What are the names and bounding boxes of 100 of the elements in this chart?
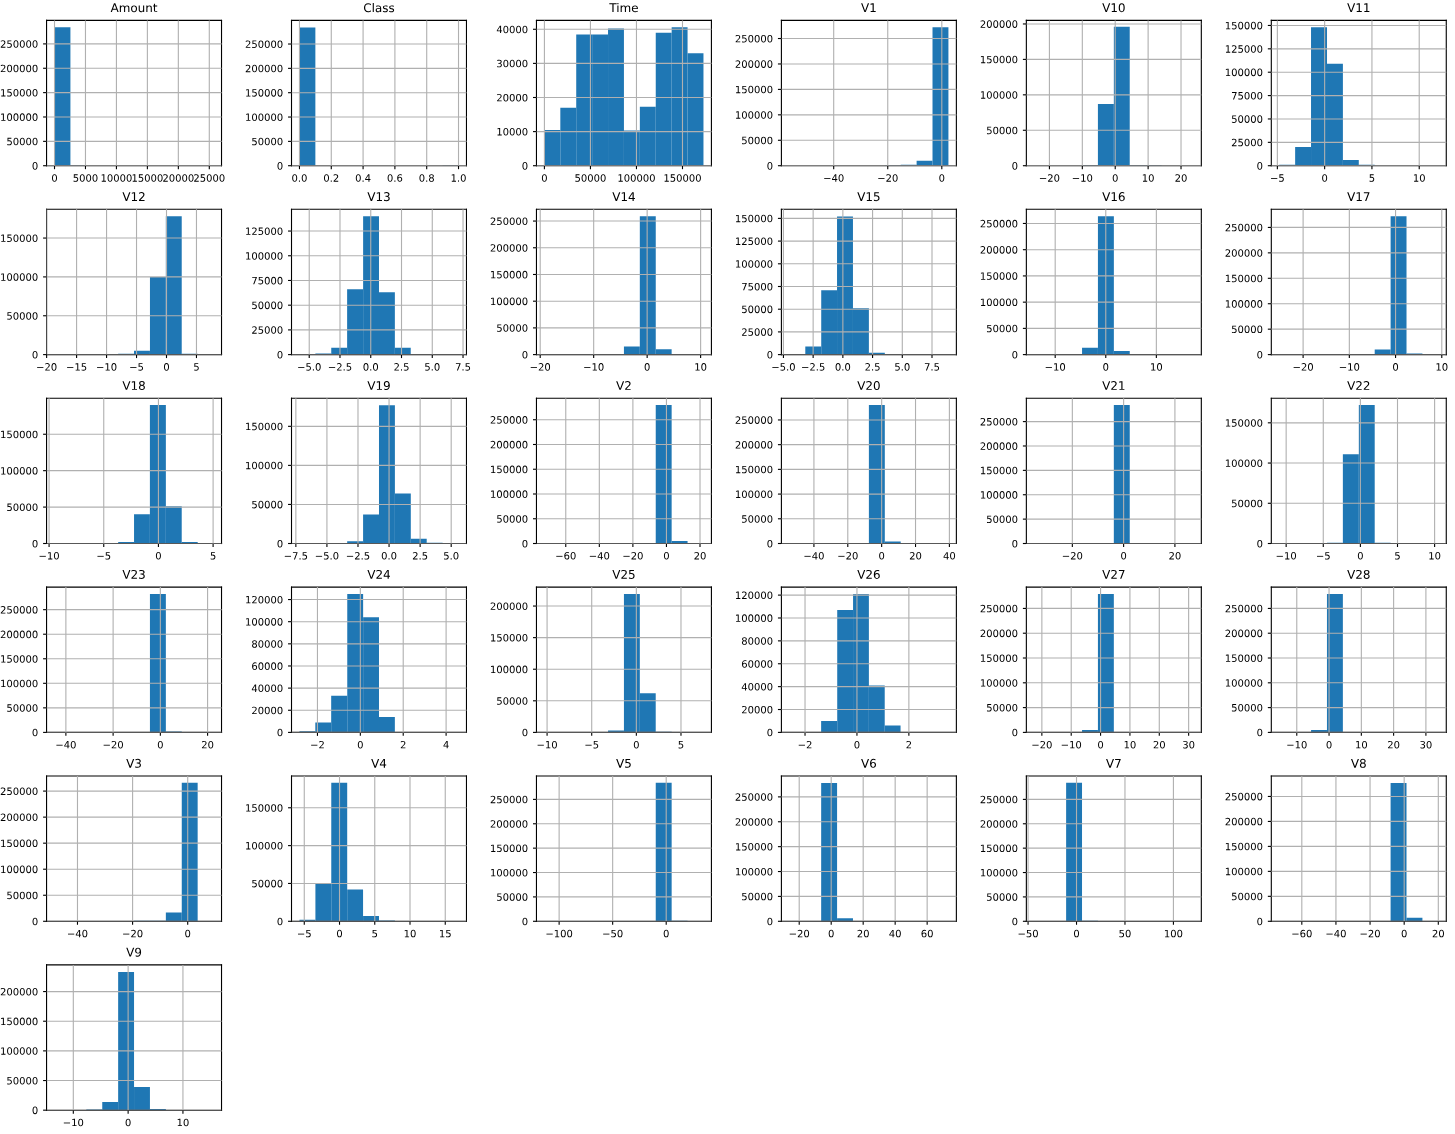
y-tick-label: 50000 xyxy=(497,697,528,705)
y-tick-label: 0 xyxy=(1012,728,1018,737)
x-tick-label: 0 xyxy=(663,552,669,560)
x-tick-label: 10000 xyxy=(101,174,132,182)
y-tick-label: 100000 xyxy=(491,297,528,306)
y-tick-label: 150000 xyxy=(1,1017,38,1026)
x-tick-label: −2 xyxy=(311,740,324,749)
x-tick-label: −20 xyxy=(623,552,643,560)
x-tick-label: 0 xyxy=(633,740,639,749)
y-tick-label: 40000 xyxy=(741,683,773,691)
y-tick-label: 50000 xyxy=(986,126,1018,135)
x-tick-label: −40 xyxy=(824,174,844,182)
x-tick-label: −2.5 xyxy=(346,552,370,560)
x-tick-label: −20 xyxy=(1032,740,1052,749)
y-tick-label: 0 xyxy=(32,917,38,926)
x-tick-label: 0.6 xyxy=(387,174,403,182)
chart-title: V12 xyxy=(122,192,145,201)
x-tick-label: −20 xyxy=(1039,174,1060,182)
x-tick-label: 0 xyxy=(157,740,163,749)
y-tick-label: 100000 xyxy=(1225,867,1263,876)
x-tick-label: −10 xyxy=(537,740,557,749)
x-tick-label: −10 xyxy=(1061,740,1082,749)
chart-title: V27 xyxy=(1102,569,1125,579)
y-tick-label: 100000 xyxy=(736,111,773,119)
chart-title: V6 xyxy=(861,758,877,768)
x-tick-label: −15 xyxy=(67,363,87,371)
y-tick-label: 150000 xyxy=(246,422,283,431)
x-tick-label: −10 xyxy=(63,1118,84,1127)
y-tick-label: 80000 xyxy=(252,640,283,648)
x-tick-label: −10 xyxy=(1045,363,1066,371)
y-tick-label: 50000 xyxy=(252,301,283,310)
y-tick-label: 150000 xyxy=(246,89,283,97)
y-tick-label: 50000 xyxy=(497,515,528,523)
y-tick-label: 50000 xyxy=(742,892,773,901)
chart-title: V8 xyxy=(1351,758,1366,768)
y-tick-label: 50000 xyxy=(742,136,773,145)
x-tick-label: 20 xyxy=(201,740,214,749)
y-tick-label: 0 xyxy=(767,728,773,737)
x-tick-label: 0 xyxy=(879,552,885,560)
x-tick-label: 0 xyxy=(1401,929,1407,938)
y-tick-label: 50000 xyxy=(7,704,38,712)
x-tick-label: 2.5 xyxy=(412,552,428,560)
y-tick-label: 150000 xyxy=(491,634,528,642)
y-tick-label: 100000 xyxy=(1,679,38,688)
y-tick-label: 200000 xyxy=(490,602,528,610)
x-tick-label: 5.0 xyxy=(895,363,910,371)
x-tick-label: 20 xyxy=(1153,740,1165,749)
y-tick-label: 50000 xyxy=(1231,703,1263,712)
y-tick-label: 150000 xyxy=(980,844,1018,853)
x-tick-label: 2 xyxy=(906,740,912,749)
y-tick-label: 0 xyxy=(767,350,773,359)
y-tick-label: 250000 xyxy=(980,417,1018,426)
y-tick-label: 50000 xyxy=(1231,892,1263,901)
y-tick-label: 100000 xyxy=(980,868,1018,877)
y-tick-label: 250000 xyxy=(245,40,283,48)
y-tick-label: 0 xyxy=(1012,539,1018,548)
x-tick-label: −20 xyxy=(123,929,143,938)
y-tick-label: 100000 xyxy=(491,868,528,877)
x-tick-label: 0 xyxy=(1098,740,1104,749)
y-tick-label: 0 xyxy=(1257,162,1263,170)
y-tick-label: 0 xyxy=(522,162,528,170)
y-tick-label: 200000 xyxy=(735,60,773,68)
y-tick-label: 25000 xyxy=(1231,138,1263,147)
y-tick-label: 50000 xyxy=(7,312,38,320)
y-tick-label: 250000 xyxy=(0,606,38,614)
x-tick-label: −10 xyxy=(1276,552,1297,560)
y-tick-label: 200000 xyxy=(1225,817,1263,826)
x-tick-label: −5 xyxy=(585,741,599,749)
chart-title: V19 xyxy=(367,381,390,391)
x-tick-label: 1.0 xyxy=(451,174,466,182)
y-tick-label: 50000 xyxy=(1231,115,1263,123)
y-tick-label: 0 xyxy=(277,728,283,737)
x-tick-label: −60 xyxy=(1292,929,1312,938)
y-tick-label: 0 xyxy=(767,917,773,926)
y-tick-label: 50000 xyxy=(7,1076,38,1085)
y-tick-label: 150000 xyxy=(1225,274,1263,283)
y-tick-label: 0 xyxy=(522,350,528,359)
y-tick-label: 100000 xyxy=(1,865,38,874)
x-tick-label: 5.0 xyxy=(444,552,459,560)
x-tick-label: 5 xyxy=(210,552,216,560)
y-tick-label: 100000 xyxy=(1225,300,1263,308)
y-tick-label: 100000 xyxy=(736,490,773,499)
y-tick-label: 30000 xyxy=(497,59,528,68)
x-tick-label: 7.5 xyxy=(924,363,940,371)
chart-title: V16 xyxy=(1102,192,1125,202)
chart-title: V23 xyxy=(122,569,145,579)
y-tick-label: 0 xyxy=(1257,728,1263,737)
y-tick-label: 250000 xyxy=(1225,223,1263,232)
chart-title: V5 xyxy=(616,758,631,768)
y-tick-label: 125000 xyxy=(1225,45,1263,53)
y-tick-label: 0 xyxy=(522,917,528,926)
y-tick-label: 100000 xyxy=(980,298,1018,307)
y-tick-label: 40000 xyxy=(496,25,528,34)
y-tick-label: 150000 xyxy=(980,654,1018,662)
x-tick-label: 0.2 xyxy=(323,174,339,182)
x-tick-label: 5 xyxy=(678,741,684,749)
y-tick-label: 150000 xyxy=(1225,842,1263,851)
x-tick-label: −20 xyxy=(878,174,898,182)
y-tick-label: 20000 xyxy=(252,706,283,715)
x-tick-label: −7.5 xyxy=(284,552,308,560)
